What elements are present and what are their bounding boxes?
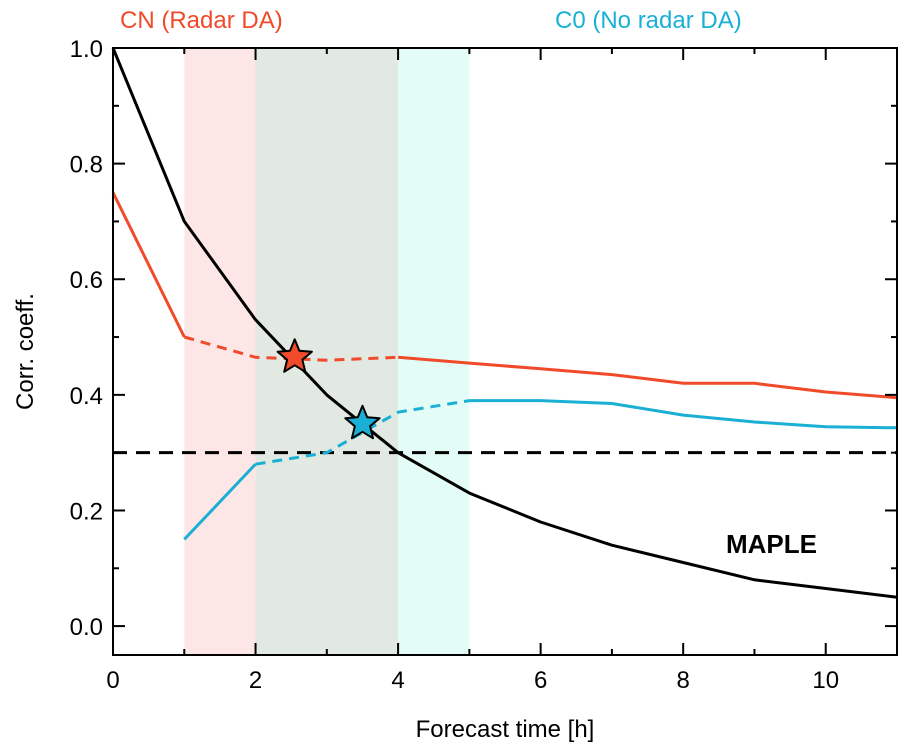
series-c0-no-radar-da-star-marker bbox=[344, 404, 381, 440]
x-tick-label: 4 bbox=[391, 667, 404, 694]
y-tick-label: 0.0 bbox=[70, 614, 103, 641]
series-cn-radar-da-star-marker bbox=[276, 338, 313, 373]
star-markers bbox=[276, 338, 381, 440]
y-axis-title: Corr. coeff. bbox=[12, 293, 39, 410]
series-cn-radar-da-solid-0 bbox=[111, 191, 186, 338]
tick-labels: 0 2 4 6 8 10 0.0 0.2 0.4 0.6 0.8 1.0 bbox=[70, 36, 839, 694]
x-tick-label: 0 bbox=[106, 667, 119, 694]
y-tick-label: 0.2 bbox=[70, 498, 103, 525]
series-lines bbox=[111, 47, 898, 599]
series-c0-no-radar-da-solid-0 bbox=[183, 463, 257, 541]
series-maple-line bbox=[111, 47, 898, 599]
x-tick-label: 8 bbox=[677, 667, 690, 694]
plot-frame bbox=[112, 47, 898, 656]
x-tick-label: 10 bbox=[812, 667, 839, 694]
shaded-region-0 bbox=[184, 48, 256, 655]
axis-ticks bbox=[112, 47, 898, 655]
x-tick-label: 2 bbox=[249, 667, 262, 694]
x-axis-title: Forecast time [h] bbox=[416, 716, 595, 743]
series-c0-no-radar-da-dashed-0 bbox=[255, 399, 470, 466]
y-tick-label: 0.8 bbox=[70, 152, 103, 179]
series-cn-radar-da-solid-1 bbox=[397, 355, 898, 400]
legend-cn-radar-da: CN (Radar DA) bbox=[120, 7, 283, 34]
legend-c0-no-radar-da: C0 (No radar DA) bbox=[555, 7, 742, 34]
maple-annotation: MAPLE bbox=[726, 529, 817, 559]
shaded-region-2 bbox=[398, 48, 470, 655]
y-tick-label: 0.6 bbox=[70, 267, 103, 294]
shaded-regions bbox=[184, 48, 470, 655]
y-tick-label: 1.0 bbox=[70, 36, 103, 63]
y-tick-label: 0.4 bbox=[70, 383, 103, 410]
x-tick-label: 6 bbox=[534, 667, 547, 694]
series-c0-no-radar-da-solid-1 bbox=[469, 399, 898, 430]
